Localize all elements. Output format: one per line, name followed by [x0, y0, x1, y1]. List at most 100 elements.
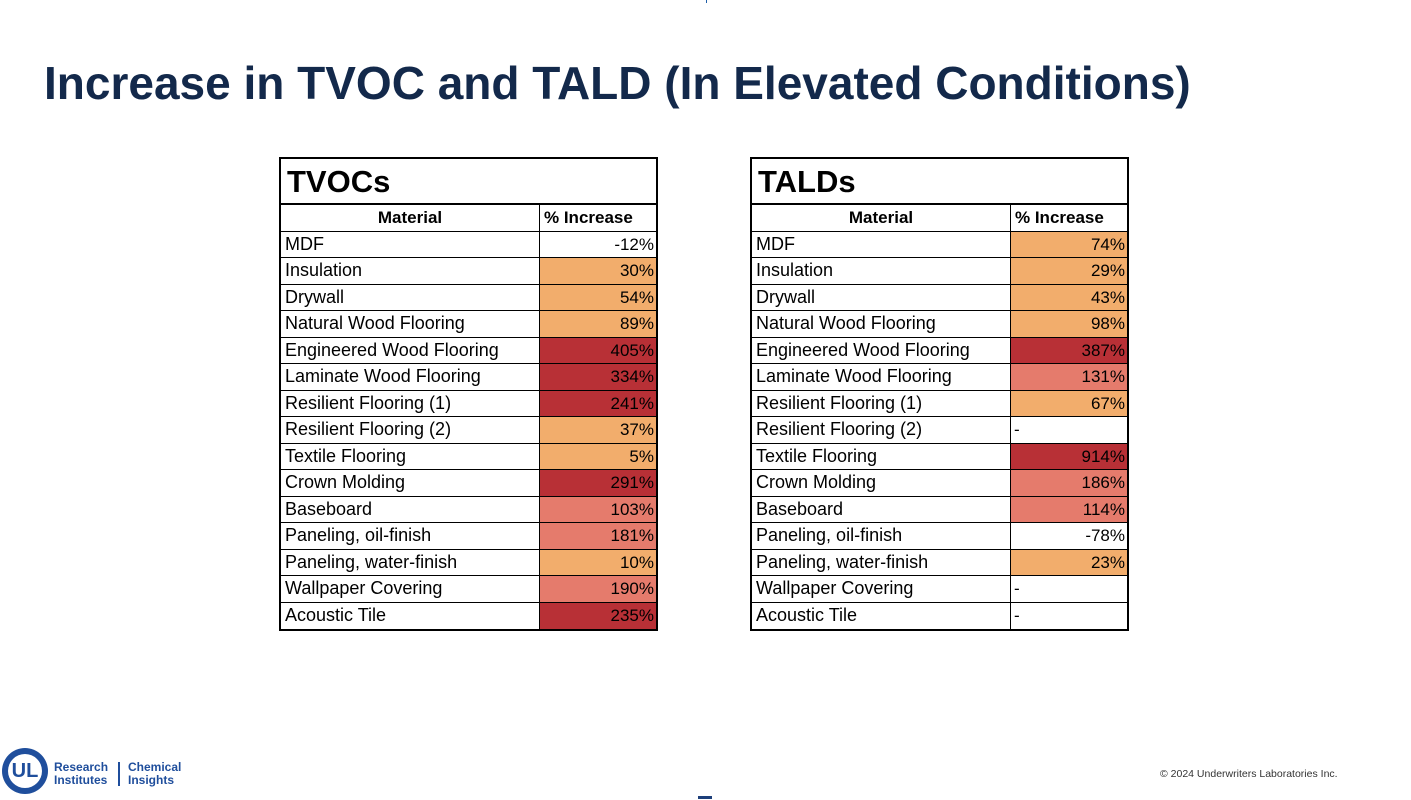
tald-material-cell: Baseboard — [752, 496, 1011, 522]
tvoc-table-row: MDF -12% — [281, 231, 656, 258]
tvoc-table-row: Laminate Wood Flooring 334% — [281, 364, 656, 391]
tald-table-row: Resilient Flooring (1) 67% — [752, 390, 1127, 417]
tald-table-row: Insulation 29% — [752, 258, 1127, 285]
tvoc-material-cell: Engineered Wood Flooring — [281, 337, 540, 363]
tvoc-header-row: Material % Increase — [281, 205, 656, 232]
tald-table-row: Drywall 43% — [752, 284, 1127, 311]
org-left-line2: Institutes — [54, 773, 108, 787]
tvoc-table: TVOCs Material % Increase MDF -12% Insulat… — [279, 157, 658, 631]
tvoc-table-row: Resilient Flooring (1) 241% — [281, 390, 656, 417]
tvoc-material-cell: Wallpaper Covering — [281, 576, 540, 602]
org-name-chemical-insights: Chemical Insights — [128, 761, 181, 787]
tald-material-cell: Textile Flooring — [752, 443, 1011, 469]
tald-table-row: MDF 74% — [752, 231, 1127, 258]
tald-material-cell: Crown Molding — [752, 470, 1011, 496]
tald-material-cell: Acoustic Tile — [752, 602, 1011, 629]
tvoc-table-row: Paneling, water-finish 10% — [281, 549, 656, 576]
tvoc-increase-cell: 190% — [540, 576, 656, 602]
copyright-notice: © 2024 Underwriters Laboratories Inc. — [1160, 768, 1338, 780]
tald-increase-cell: 67% — [1011, 390, 1127, 416]
tald-table-row: Paneling, oil-finish -78% — [752, 523, 1127, 550]
tvoc-increase-cell: 405% — [540, 337, 656, 363]
tvoc-table-row: Crown Molding 291% — [281, 470, 656, 497]
tald-table-row: Crown Molding 186% — [752, 470, 1127, 497]
tvoc-material-cell: Resilient Flooring (1) — [281, 390, 540, 416]
tvoc-material-cell: Natural Wood Flooring — [281, 311, 540, 337]
tald-increase-cell: - — [1011, 417, 1127, 443]
tald-increase-cell: -78% — [1011, 523, 1127, 549]
bottom-marker — [698, 796, 712, 799]
top-marker — [706, 0, 707, 3]
ul-logo: UL — [2, 748, 48, 794]
tvoc-material-cell: Laminate Wood Flooring — [281, 364, 540, 390]
tald-increase-cell: 914% — [1011, 443, 1127, 469]
tvoc-material-cell: Crown Molding — [281, 470, 540, 496]
tvoc-increase-cell: 103% — [540, 496, 656, 522]
tald-header-increase: % Increase — [1015, 208, 1104, 227]
tald-material-cell: Paneling, oil-finish — [752, 523, 1011, 549]
tald-increase-cell: 98% — [1011, 311, 1127, 337]
tald-table-title: TALDs — [752, 159, 1127, 205]
tald-material-cell: Insulation — [752, 258, 1011, 284]
tvoc-increase-cell: 235% — [540, 602, 656, 629]
tvoc-increase-cell: 37% — [540, 417, 656, 443]
tald-table-row: Resilient Flooring (2) - — [752, 417, 1127, 444]
tvoc-table-row: Textile Flooring 5% — [281, 443, 656, 470]
tvoc-table-row: Paneling, oil-finish 181% — [281, 523, 656, 550]
tvoc-header-increase: % Increase — [544, 208, 633, 227]
tvoc-increase-cell: 54% — [540, 284, 656, 310]
tald-material-cell: Paneling, water-finish — [752, 549, 1011, 575]
tvoc-table-title: TVOCs — [281, 159, 656, 205]
tald-table-row: Engineered Wood Flooring 387% — [752, 337, 1127, 364]
tald-table-row: Natural Wood Flooring 98% — [752, 311, 1127, 338]
tvoc-increase-cell: -12% — [540, 231, 656, 257]
tald-header-material: Material — [752, 205, 1011, 231]
tvoc-increase-cell: 334% — [540, 364, 656, 390]
tald-table-row: Wallpaper Covering - — [752, 576, 1127, 603]
tald-table-row: Laminate Wood Flooring 131% — [752, 364, 1127, 391]
tvoc-material-cell: Textile Flooring — [281, 443, 540, 469]
tald-material-cell: Resilient Flooring (1) — [752, 390, 1011, 416]
tvoc-table-row: Engineered Wood Flooring 405% — [281, 337, 656, 364]
tvoc-table-row: Drywall 54% — [281, 284, 656, 311]
tvoc-table-row: Insulation 30% — [281, 258, 656, 285]
tvoc-material-cell: Paneling, water-finish — [281, 549, 540, 575]
tvoc-increase-cell: 241% — [540, 390, 656, 416]
tald-table-row: Baseboard 114% — [752, 496, 1127, 523]
tvoc-header-material: Material — [281, 205, 540, 231]
tald-table: TALDs Material % Increase MDF 74% Insulati… — [750, 157, 1129, 631]
tald-material-cell: Drywall — [752, 284, 1011, 310]
tvoc-material-cell: Baseboard — [281, 496, 540, 522]
tald-increase-cell: 131% — [1011, 364, 1127, 390]
slide-title: Increase in TVOC and TALD (In Elevated C… — [44, 57, 1191, 109]
tald-material-cell: Natural Wood Flooring — [752, 311, 1011, 337]
tald-material-cell: Resilient Flooring (2) — [752, 417, 1011, 443]
tald-material-cell: Laminate Wood Flooring — [752, 364, 1011, 390]
tald-table-row: Paneling, water-finish 23% — [752, 549, 1127, 576]
tald-table-row: Textile Flooring 914% — [752, 443, 1127, 470]
tvoc-table-row: Natural Wood Flooring 89% — [281, 311, 656, 338]
tald-increase-cell: 43% — [1011, 284, 1127, 310]
tvoc-material-cell: Resilient Flooring (2) — [281, 417, 540, 443]
tvoc-table-row: Baseboard 103% — [281, 496, 656, 523]
tvoc-table-row: Resilient Flooring (2) 37% — [281, 417, 656, 444]
tald-increase-cell: 186% — [1011, 470, 1127, 496]
tald-increase-cell: - — [1011, 602, 1127, 629]
tvoc-increase-cell: 181% — [540, 523, 656, 549]
tvoc-material-cell: Acoustic Tile — [281, 602, 540, 629]
org-right-line1: Chemical — [128, 760, 182, 774]
org-name-research-institutes: Research Institutes — [54, 761, 108, 787]
tvoc-table-row: Wallpaper Covering 190% — [281, 576, 656, 603]
tald-material-cell: MDF — [752, 231, 1011, 257]
tald-material-cell: Wallpaper Covering — [752, 576, 1011, 602]
tald-increase-cell: 29% — [1011, 258, 1127, 284]
tald-header-row: Material % Increase — [752, 205, 1127, 232]
org-divider — [118, 762, 120, 786]
tvoc-increase-cell: 10% — [540, 549, 656, 575]
tvoc-material-cell: Drywall — [281, 284, 540, 310]
ul-logo-mark: UL — [8, 754, 42, 788]
tvoc-material-cell: Paneling, oil-finish — [281, 523, 540, 549]
org-right-line2: Insights — [128, 773, 175, 787]
tald-increase-cell: 114% — [1011, 496, 1127, 522]
tvoc-increase-cell: 30% — [540, 258, 656, 284]
